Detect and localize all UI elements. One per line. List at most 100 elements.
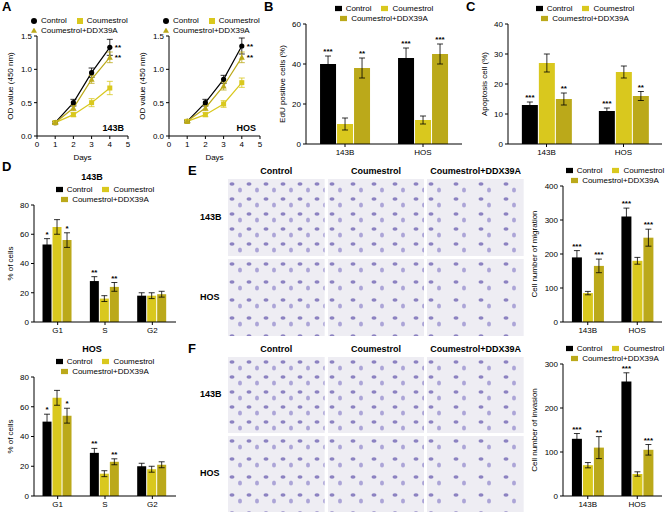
svg-text:60: 60 bbox=[292, 20, 301, 29]
svg-text:***: *** bbox=[644, 436, 654, 445]
svg-text:**: ** bbox=[91, 439, 98, 448]
svg-text:143B: 143B bbox=[578, 500, 597, 509]
svg-text:*: * bbox=[65, 224, 69, 233]
svg-text:80: 80 bbox=[20, 373, 29, 382]
svg-text:40: 40 bbox=[292, 60, 301, 69]
svg-text:**: ** bbox=[247, 42, 254, 51]
svg-text:0: 0 bbox=[25, 318, 30, 327]
svg-text:*: * bbox=[65, 399, 69, 408]
svg-text:1.0: 1.0 bbox=[21, 65, 33, 74]
svg-text:20: 20 bbox=[20, 289, 29, 298]
svg-text:Days: Days bbox=[205, 153, 223, 162]
svg-text:0: 0 bbox=[297, 140, 302, 149]
svg-text:**: ** bbox=[91, 268, 98, 277]
svg-text:**: ** bbox=[247, 53, 254, 62]
svg-text:EdU positive cells (%): EdU positive cells (%) bbox=[278, 45, 287, 123]
svg-text:**: ** bbox=[561, 84, 568, 93]
svg-text:0.0: 0.0 bbox=[21, 132, 33, 141]
svg-text:**: ** bbox=[111, 450, 118, 459]
svg-text:**: ** bbox=[638, 83, 645, 92]
svg-text:0.5: 0.5 bbox=[21, 99, 33, 108]
svg-text:Cell number of invasion: Cell number of invasion bbox=[530, 388, 539, 472]
svg-text:*: * bbox=[45, 230, 49, 239]
svg-text:Cell number of migration: Cell number of migration bbox=[530, 210, 539, 297]
svg-text:40: 40 bbox=[20, 259, 29, 268]
svg-text:G2: G2 bbox=[147, 500, 158, 509]
svg-text:3: 3 bbox=[221, 140, 226, 149]
svg-text:0: 0 bbox=[554, 318, 559, 327]
svg-text:100: 100 bbox=[545, 448, 559, 457]
svg-text:20: 20 bbox=[20, 462, 29, 471]
svg-text:0: 0 bbox=[167, 140, 172, 149]
svg-text:% of cells: % of cells bbox=[6, 419, 15, 453]
svg-text:*: * bbox=[45, 405, 49, 414]
svg-text:S: S bbox=[102, 326, 107, 335]
svg-text:HOS: HOS bbox=[615, 148, 632, 157]
svg-text:***: *** bbox=[323, 47, 333, 56]
svg-text:OD value (450 nm): OD value (450 nm) bbox=[138, 52, 147, 120]
svg-text:**: ** bbox=[115, 43, 122, 52]
svg-text:G1: G1 bbox=[52, 326, 63, 335]
svg-text:143B: 143B bbox=[578, 326, 597, 335]
svg-text:S: S bbox=[102, 500, 107, 509]
svg-text:OD value (450 nm): OD value (450 nm) bbox=[6, 52, 15, 120]
svg-text:***: *** bbox=[525, 93, 535, 102]
svg-text:5: 5 bbox=[258, 140, 263, 149]
svg-text:400: 400 bbox=[545, 182, 559, 191]
svg-text:4: 4 bbox=[240, 140, 245, 149]
svg-text:143B: 143B bbox=[537, 148, 556, 157]
svg-text:1: 1 bbox=[185, 140, 190, 149]
svg-text:1.0: 1.0 bbox=[153, 65, 165, 74]
svg-text:20: 20 bbox=[494, 80, 503, 89]
svg-text:***: *** bbox=[401, 39, 411, 48]
svg-text:Apoptosis cell (%): Apoptosis cell (%) bbox=[480, 52, 489, 116]
svg-text:0: 0 bbox=[35, 140, 40, 149]
svg-text:% of cells: % of cells bbox=[6, 246, 15, 280]
svg-text:***: *** bbox=[622, 364, 632, 373]
svg-text:0.0: 0.0 bbox=[153, 132, 165, 141]
svg-text:***: *** bbox=[602, 99, 612, 108]
svg-text:**: ** bbox=[111, 274, 118, 283]
svg-text:1.5: 1.5 bbox=[153, 32, 165, 41]
svg-text:***: *** bbox=[572, 242, 582, 251]
svg-text:300: 300 bbox=[545, 216, 559, 225]
svg-text:2: 2 bbox=[203, 140, 208, 149]
svg-text:80: 80 bbox=[20, 201, 29, 210]
svg-text:0.5: 0.5 bbox=[153, 99, 165, 108]
svg-text:40: 40 bbox=[20, 432, 29, 441]
svg-text:3: 3 bbox=[89, 140, 94, 149]
svg-text:20: 20 bbox=[292, 100, 301, 109]
svg-text:60: 60 bbox=[20, 230, 29, 239]
svg-text:0: 0 bbox=[25, 492, 30, 501]
svg-text:Days: Days bbox=[73, 153, 91, 162]
svg-text:100: 100 bbox=[545, 284, 559, 293]
svg-text:40: 40 bbox=[494, 20, 503, 29]
svg-text:**: ** bbox=[596, 428, 603, 437]
svg-text:HOS: HOS bbox=[629, 326, 646, 335]
svg-text:G1: G1 bbox=[52, 500, 63, 509]
svg-text:200: 200 bbox=[545, 250, 559, 259]
svg-text:0: 0 bbox=[499, 140, 504, 149]
svg-text:5: 5 bbox=[126, 140, 131, 149]
svg-text:***: *** bbox=[435, 35, 445, 44]
svg-text:1: 1 bbox=[53, 140, 58, 149]
svg-text:***: *** bbox=[594, 250, 604, 259]
svg-text:G2: G2 bbox=[147, 326, 158, 335]
svg-text:200: 200 bbox=[545, 404, 559, 413]
svg-text:1.5: 1.5 bbox=[21, 32, 33, 41]
svg-text:**: ** bbox=[115, 53, 122, 62]
svg-text:30: 30 bbox=[494, 50, 503, 59]
svg-text:***: *** bbox=[622, 199, 632, 208]
svg-text:143B: 143B bbox=[336, 148, 355, 157]
svg-text:0: 0 bbox=[554, 492, 559, 501]
svg-text:4: 4 bbox=[108, 140, 113, 149]
svg-text:***: *** bbox=[572, 425, 582, 434]
svg-text:300: 300 bbox=[545, 360, 559, 369]
svg-text:2: 2 bbox=[71, 140, 76, 149]
svg-text:HOS: HOS bbox=[414, 148, 431, 157]
svg-text:**: ** bbox=[359, 49, 366, 58]
svg-text:HOS: HOS bbox=[629, 500, 646, 509]
svg-text:60: 60 bbox=[20, 403, 29, 412]
svg-text:10: 10 bbox=[494, 110, 503, 119]
svg-text:***: *** bbox=[644, 220, 654, 229]
